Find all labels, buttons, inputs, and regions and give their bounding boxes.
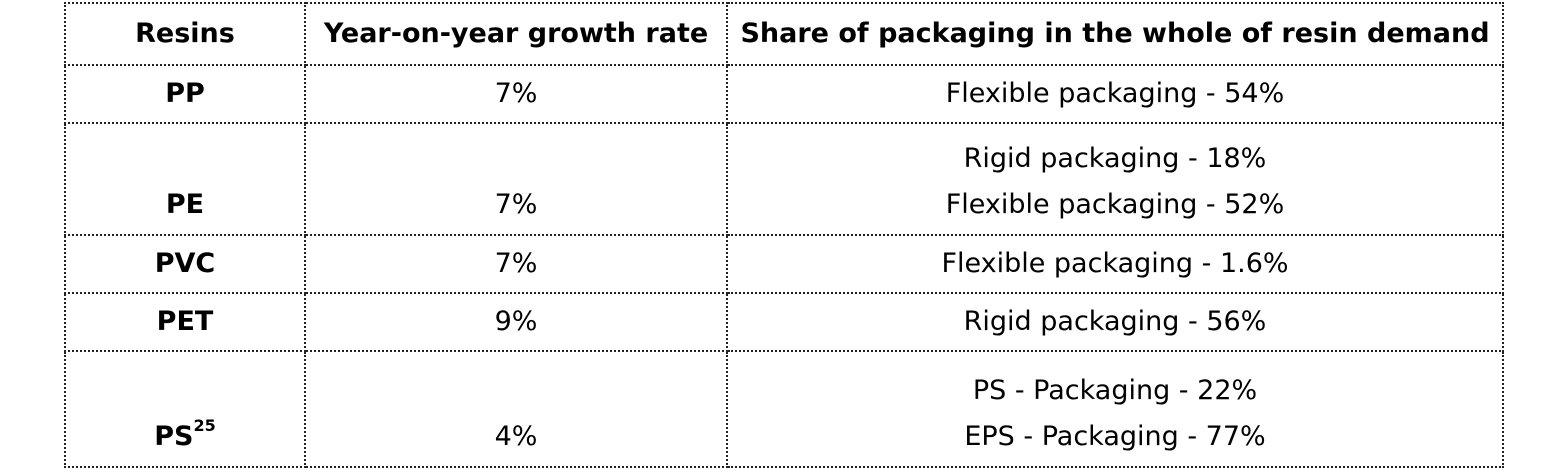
share-line: PS - Packaging - 22% — [972, 375, 1258, 406]
growth-cell: 7% — [304, 234, 728, 294]
resin-cell: PET — [64, 292, 306, 352]
growth-cell: 7% — [304, 64, 728, 124]
resin-cell: PS25 — [64, 350, 306, 468]
share-cell: Flexible packaging - 1.6% — [726, 234, 1504, 294]
table-row: PET 9% Rigid packaging - 56% — [64, 292, 1504, 352]
growth-cell: 4% — [304, 350, 728, 468]
growth-cell: 7% — [304, 122, 728, 236]
share-line: Rigid packaging - 18% — [963, 143, 1267, 174]
share-line: Flexible packaging - 54% — [945, 78, 1285, 109]
share-line: Flexible packaging - 1.6% — [941, 248, 1289, 279]
table-header-row: Resins Year-on-year growth rate Share of… — [64, 2, 1504, 66]
growth-cell: 9% — [304, 292, 728, 352]
header-growth-rate: Year-on-year growth rate — [304, 2, 728, 66]
header-resins: Resins — [64, 2, 306, 66]
share-line: Rigid packaging - 56% — [963, 306, 1267, 337]
header-packaging-share: Share of packaging in the whole of resin… — [726, 2, 1504, 66]
resin-table-container: Resins Year-on-year growth rate Share of… — [64, 2, 1504, 468]
share-cell: Rigid packaging - 56% — [726, 292, 1504, 352]
table-row: PE 7% Rigid packaging - 18% Flexible pac… — [64, 122, 1504, 236]
footnote-marker: 25 — [193, 416, 216, 435]
table-row: PVC 7% Flexible packaging - 1.6% — [64, 234, 1504, 294]
share-cell: Flexible packaging - 54% — [726, 64, 1504, 124]
resin-name: PS — [154, 421, 194, 452]
resin-name: PE — [165, 189, 205, 220]
share-line: Flexible packaging - 52% — [945, 189, 1285, 220]
share-line: EPS - Packaging - 77% — [964, 421, 1266, 452]
table-row: PS25 4% PS - Packaging - 22% EPS - Packa… — [64, 350, 1504, 468]
resin-packaging-table: Resins Year-on-year growth rate Share of… — [64, 2, 1504, 468]
resin-name: PET — [156, 306, 214, 337]
resin-name: PVC — [154, 248, 216, 279]
resin-name: PP — [165, 78, 205, 109]
table-row: PP 7% Flexible packaging - 54% — [64, 64, 1504, 124]
resin-cell: PP — [64, 64, 306, 124]
share-cell: Rigid packaging - 18% Flexible packaging… — [726, 122, 1504, 236]
resin-cell: PVC — [64, 234, 306, 294]
resin-cell: PE — [64, 122, 306, 236]
share-cell: PS - Packaging - 22% EPS - Packaging - 7… — [726, 350, 1504, 468]
